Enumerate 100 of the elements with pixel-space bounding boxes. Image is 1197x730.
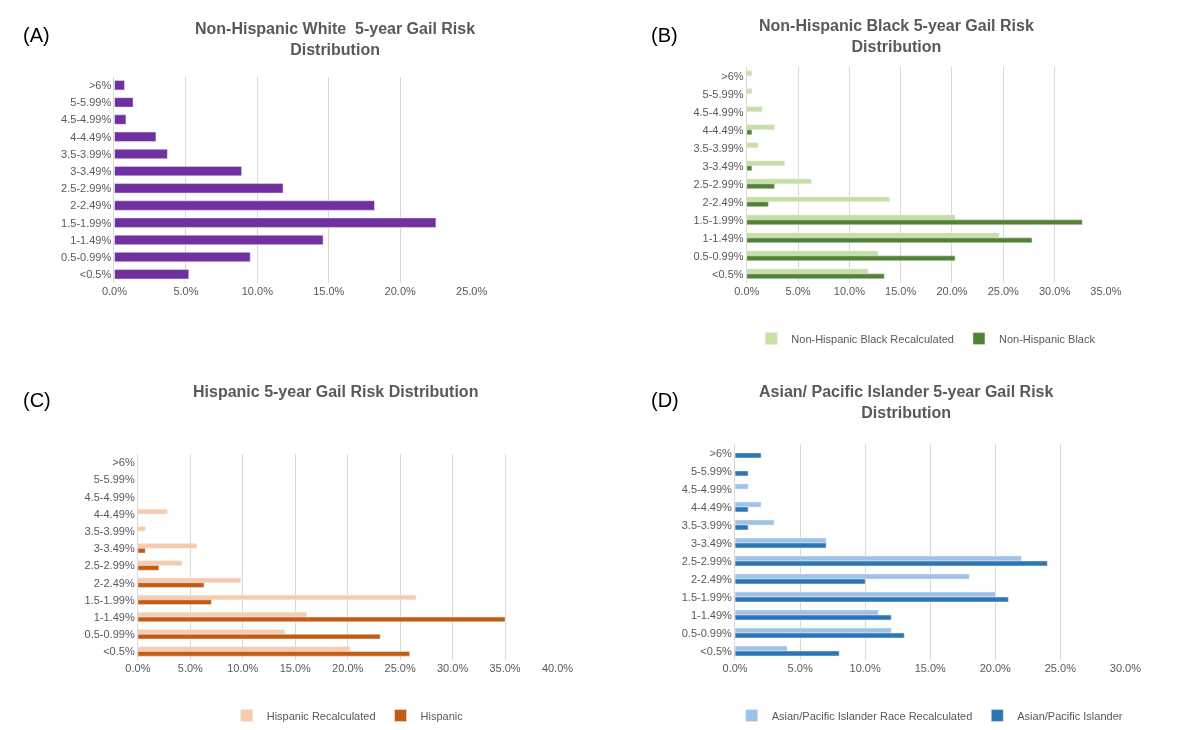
y-tick-label: >6% xyxy=(112,456,135,469)
y-tick-label: <0.5% xyxy=(700,644,733,657)
y-tick-label: 4.5-4.99% xyxy=(681,482,733,495)
x-tick-label: 15.0% xyxy=(279,662,312,675)
x-tick-label: 5.0% xyxy=(787,662,813,675)
y-tick-label: 1-1.49% xyxy=(690,608,733,621)
y-tick-label: 2-2.49% xyxy=(702,195,744,208)
chart-title: Hispanic 5-year Gail Risk Distribution xyxy=(193,383,479,400)
x-tick-label: 35.0% xyxy=(489,662,521,675)
bar xyxy=(114,269,190,280)
legend-label: Hispanic Recalculated xyxy=(266,709,376,722)
y-tick-label: 2-2.49% xyxy=(93,576,135,589)
y-tick-label: 5-5.99% xyxy=(690,464,733,477)
bar xyxy=(735,452,762,459)
text: (A) xyxy=(23,24,50,46)
y-tick-label: <0.5% xyxy=(103,645,135,658)
x-tick-label: 40.0% xyxy=(541,662,574,675)
y-tick-label: 2.5-2.99% xyxy=(84,559,135,572)
x-tick-label: 30.0% xyxy=(1109,662,1142,675)
bar xyxy=(746,178,812,185)
y-tick-label: 2-2.49% xyxy=(70,199,112,212)
y-tick-label: 0.5-0.99% xyxy=(84,628,135,641)
legend-label: Non-Hispanic Black xyxy=(998,332,1096,345)
y-tick-label: 4-4.49% xyxy=(93,507,135,520)
bar xyxy=(746,70,753,77)
bar xyxy=(746,124,775,131)
bar xyxy=(746,160,785,167)
y-tick-label: 1.5-1.99% xyxy=(84,593,135,606)
y-tick-label: 2.5-2.99% xyxy=(681,554,733,567)
bar xyxy=(746,106,763,113)
y-tick-label: 2.5-2.99% xyxy=(693,177,744,190)
bar xyxy=(114,234,324,245)
y-tick-label: 2.5-2.99% xyxy=(61,182,112,195)
y-tick-label: 1-1.49% xyxy=(702,231,744,244)
legend-label: Non-Hispanic Black Recalculated xyxy=(791,332,954,345)
x-tick-label: 10.0% xyxy=(833,284,866,297)
bar xyxy=(114,148,168,159)
x-tick-label: 0.0% xyxy=(734,284,760,297)
x-tick-label: 15.0% xyxy=(885,284,917,297)
y-tick-label: 5-5.99% xyxy=(702,87,744,100)
bar xyxy=(114,166,242,177)
bar xyxy=(114,80,125,91)
bar xyxy=(137,526,146,532)
bar xyxy=(114,97,134,108)
y-tick-label: 1.5-1.99% xyxy=(61,216,112,229)
text: (C) xyxy=(23,389,51,411)
x-tick-label: 5.0% xyxy=(177,662,204,675)
y-tick-label: 3-3.49% xyxy=(702,159,744,172)
bar xyxy=(137,508,168,515)
x-tick-label: 0.0% xyxy=(101,284,128,297)
bar xyxy=(746,196,890,203)
y-tick-label: 4.5-4.99% xyxy=(693,105,744,118)
x-tick-label: 0.0% xyxy=(125,662,151,675)
y-tick-label: 1.5-1.99% xyxy=(681,590,733,603)
x-tick-label: 25.0% xyxy=(1044,662,1077,675)
y-tick-label: >6% xyxy=(88,79,112,92)
y-tick-label: 3.5-3.99% xyxy=(693,141,744,154)
bar xyxy=(137,594,417,601)
x-tick-label: 30.0% xyxy=(1038,284,1071,297)
legend-label: Asian/Pacific Islander Race Recalculated xyxy=(771,709,973,722)
y-tick-label: 3-3.49% xyxy=(70,165,112,177)
y-tick-label: >6% xyxy=(709,446,733,459)
chart-title: Non-Hispanic Black 5-year Gail Risk Distribution xyxy=(759,17,1034,55)
x-tick-label: 20.0% xyxy=(384,284,416,297)
y-tick-label: 3.5-3.99% xyxy=(681,518,733,531)
y-tick-label: <0.5% xyxy=(712,267,744,280)
y-tick-label: 1-1.49% xyxy=(70,233,112,246)
y-tick-label: 4.5-4.99% xyxy=(84,490,135,503)
y-tick-label: >6% xyxy=(721,69,744,82)
x-tick-label: 0.0% xyxy=(722,662,748,675)
bar xyxy=(746,88,753,95)
y-tick-label: 3.5-3.99% xyxy=(61,147,112,160)
x-tick-label: 15.0% xyxy=(313,284,345,297)
y-tick-label: 3.5-3.99% xyxy=(84,524,135,537)
y-tick-label: 5-5.99% xyxy=(70,96,112,109)
x-tick-label: 10.0% xyxy=(849,662,881,675)
x-tick-label: 25.0% xyxy=(987,284,1020,297)
y-tick-label: 3-3.49% xyxy=(690,536,733,549)
x-tick-label: 35.0% xyxy=(1090,284,1122,297)
bar xyxy=(114,200,375,211)
bar xyxy=(114,131,157,142)
bar xyxy=(746,142,759,149)
x-tick-label: 25.0% xyxy=(384,662,416,675)
text: (B) xyxy=(651,24,678,46)
x-tick-label: 5.0% xyxy=(785,284,811,297)
y-tick-label: <0.5% xyxy=(79,268,112,281)
chart-title: Asian/ Pacific Islander 5-year Gail Risk Distribution xyxy=(759,383,1054,421)
x-tick-label: 20.0% xyxy=(936,284,968,297)
bar xyxy=(137,616,506,623)
y-tick-label: 2-2.49% xyxy=(690,572,733,585)
x-tick-label: 30.0% xyxy=(436,662,469,675)
text: (D) xyxy=(651,389,679,411)
bar xyxy=(114,252,251,263)
y-tick-label: 0.5-0.99% xyxy=(693,249,744,262)
y-tick-label: 4.5-4.99% xyxy=(61,113,112,126)
bar xyxy=(735,483,749,490)
bar xyxy=(114,217,437,228)
x-tick-label: 10.0% xyxy=(227,662,259,675)
legend-label: Asian/Pacific Islander xyxy=(1017,709,1123,722)
legend-label: Hispanic xyxy=(420,709,464,722)
